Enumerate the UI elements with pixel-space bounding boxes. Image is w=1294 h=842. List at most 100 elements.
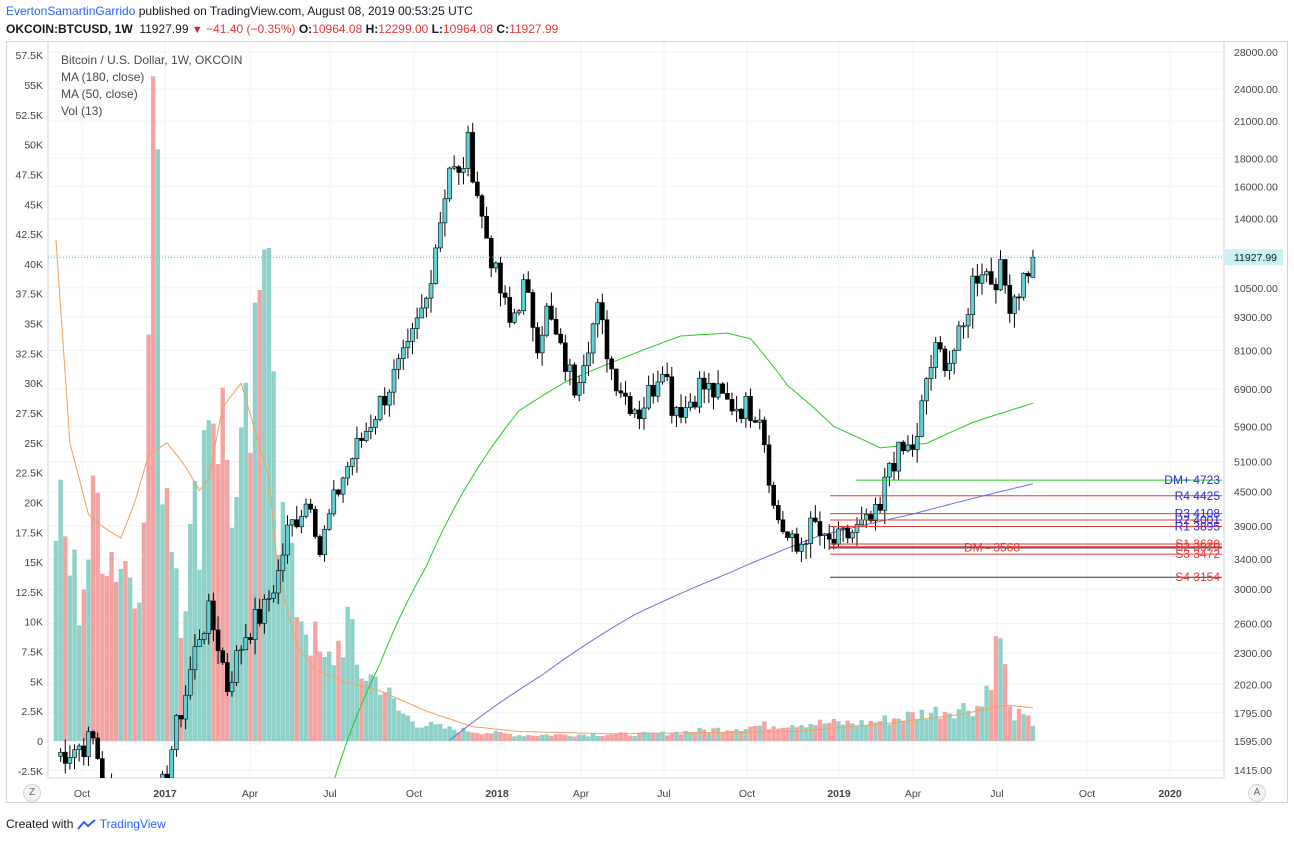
volume-bar [1030, 726, 1036, 741]
candle-body [359, 437, 364, 441]
volume-bar [197, 569, 202, 741]
legend-volume[interactable]: Vol (13) [61, 104, 103, 118]
price-tick-label: 3900.00 [1234, 521, 1272, 533]
candle-body [257, 609, 263, 624]
price-tick-label: 3000.00 [1234, 584, 1272, 596]
candle [336, 488, 341, 497]
candle [572, 362, 577, 398]
volume-bar [336, 640, 341, 741]
pivot-label: DM+ 4723 [1164, 473, 1220, 487]
candle-body [1012, 296, 1017, 314]
volume-bar [289, 542, 295, 741]
candle-body [266, 597, 272, 600]
candle-body [836, 528, 841, 545]
candle-body [840, 527, 846, 530]
candle [507, 286, 513, 328]
volume-bar [174, 568, 179, 741]
volume-tick-label: 17.5K [16, 527, 43, 539]
candle [734, 395, 739, 423]
high-label: H: [365, 22, 379, 36]
candle-body [914, 436, 920, 450]
zoom-button[interactable]: Z [23, 784, 41, 802]
pivot-label: R2 4001 [1175, 513, 1221, 527]
candle-body [275, 570, 281, 594]
legend-ma50[interactable]: MA (50, close) [61, 87, 138, 101]
candle [905, 435, 911, 453]
volume-bar [345, 606, 350, 741]
candle-body [303, 503, 309, 517]
candle [465, 125, 471, 177]
volume-bar [748, 726, 753, 741]
time-tick-label: 2017 [153, 788, 177, 800]
volume-bar [743, 729, 749, 741]
auto-scale-button[interactable]: A [1248, 784, 1266, 802]
pivot-label: R1 3895 [1175, 519, 1221, 533]
candle-body [632, 409, 638, 415]
volume-bar [211, 423, 216, 741]
candle [646, 375, 651, 410]
candle [437, 211, 443, 253]
candle [183, 685, 188, 730]
candle [410, 322, 415, 355]
candle-body [535, 327, 540, 354]
candle-body [794, 533, 800, 552]
candle [813, 505, 818, 524]
author-link[interactable]: EvertonSamartinGarrido [6, 4, 136, 18]
volume-bar [993, 636, 999, 741]
candle-body [201, 633, 207, 640]
candle [475, 171, 480, 199]
volume-tick-label: 35K [24, 319, 43, 331]
candle-body [178, 715, 184, 720]
candle-body [725, 393, 730, 400]
candle [678, 394, 684, 424]
candle-body [1016, 296, 1022, 299]
volume-bar [90, 475, 96, 741]
candle-body [123, 836, 127, 842]
candle-body [600, 302, 605, 321]
price-tick-label: 18000.00 [1234, 153, 1278, 165]
volume-tick-label: 37.5K [16, 289, 43, 301]
volume-bar [215, 464, 221, 741]
volume-bar [104, 576, 110, 741]
candle [456, 164, 462, 185]
candle-body [215, 629, 221, 652]
volume-bar [183, 611, 188, 741]
candle-body [475, 181, 480, 197]
symbol-label[interactable]: OKCOIN:BTCUSD, 1W [6, 22, 133, 36]
volume-bar [63, 536, 68, 741]
pivot-label: S2 3579 [1175, 540, 1220, 554]
volume-bar [706, 732, 712, 741]
volume-bar [794, 727, 799, 741]
volume-bar [516, 735, 522, 741]
candle [896, 441, 901, 481]
legend-ma180[interactable]: MA (180, close) [61, 70, 145, 84]
candle-body [586, 352, 591, 367]
volume-tick-label: 55K [24, 80, 43, 92]
time-tick-label: Jul [657, 788, 670, 800]
candle-body [456, 166, 462, 173]
price-tick-label: 6900.00 [1234, 384, 1272, 396]
volume-bar [827, 722, 832, 741]
candle-body [701, 377, 707, 390]
volume-bar [813, 725, 818, 741]
candle-body [896, 441, 901, 472]
candle-body [738, 408, 744, 419]
candle-body [405, 341, 411, 349]
volume-bar [651, 732, 656, 741]
volume-bar [132, 608, 137, 741]
candle-body [734, 408, 739, 412]
legend-title[interactable]: Bitcoin / U.S. Dollar, 1W, OKCOIN [61, 53, 243, 67]
candle-body [391, 369, 397, 393]
candle [1030, 249, 1036, 278]
volume-bar [220, 387, 225, 741]
candle [535, 322, 540, 359]
candle [164, 765, 170, 778]
candle [72, 744, 77, 770]
candle [160, 770, 165, 778]
tradingview-link[interactable]: TradingView [99, 817, 166, 831]
candle [951, 348, 957, 375]
candle-body [771, 484, 776, 506]
candle-body [595, 302, 601, 325]
candle [562, 334, 568, 381]
